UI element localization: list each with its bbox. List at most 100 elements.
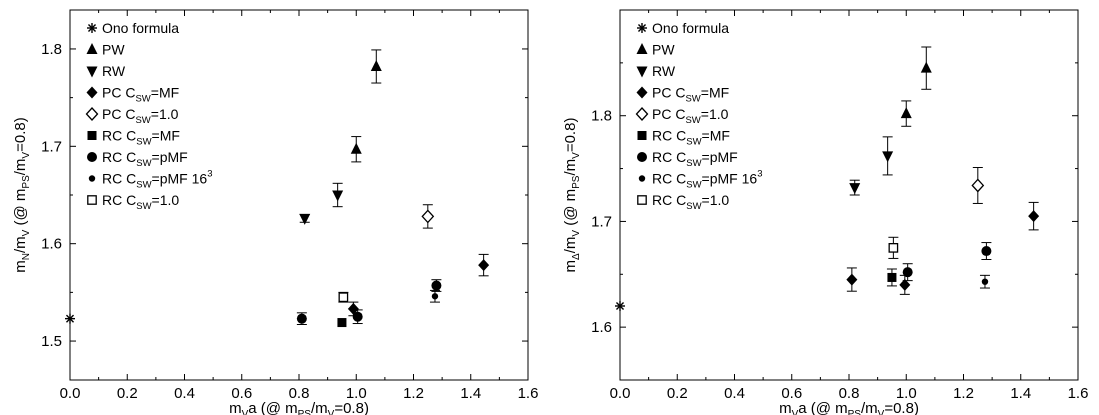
x-tick-label: 0.8 xyxy=(289,385,310,402)
y-axis-label-group: mΔ/mV (@ mPS/mV=0.8) xyxy=(562,118,582,273)
x-axis-label: mVa (@ mPS/mV=0.8) xyxy=(779,400,919,415)
y-tick-label: 1.6 xyxy=(591,319,612,336)
x-tick-label: 0.0 xyxy=(60,385,81,402)
legend-entry: RW xyxy=(102,63,126,79)
series-diamond xyxy=(846,201,1040,295)
legend-marker-diamond-open xyxy=(635,107,649,121)
data-point-asterisk xyxy=(615,301,625,311)
data-point-triangle-down xyxy=(299,213,311,225)
x-tick-label: 1.4 xyxy=(460,385,481,402)
data-point-triangle-up xyxy=(920,61,932,73)
legend-marker-square xyxy=(87,131,97,140)
x-tick-label: 1.6 xyxy=(518,385,539,402)
legend-marker-circle xyxy=(87,152,97,162)
data-point-square-open xyxy=(888,243,899,253)
series-square xyxy=(337,318,347,328)
data-point-circle xyxy=(431,280,442,291)
legend-marker-square xyxy=(637,131,647,140)
legend-entry: RW xyxy=(652,63,676,79)
legend-marker-square-open xyxy=(637,195,647,205)
series-triangle-up xyxy=(350,49,382,163)
x-tick-label: 1.0 xyxy=(346,385,367,402)
legend-entry: Ono formula xyxy=(652,20,729,36)
data-point-circle-small xyxy=(431,293,439,300)
x-tick-label: 0.2 xyxy=(667,385,688,402)
series-circle xyxy=(296,279,442,325)
legend-marker-circle-small xyxy=(638,175,646,182)
legend-entry: PC CSW=1.0 xyxy=(102,106,179,126)
legend-entry: PC CSW=1.0 xyxy=(652,106,729,126)
series-square-open xyxy=(338,291,349,303)
data-point-square-open xyxy=(338,292,349,303)
y-tick-label: 1.5 xyxy=(41,333,62,350)
x-tick-label: 0.2 xyxy=(117,385,138,402)
series-asterisk xyxy=(65,313,75,324)
series-diamond-open xyxy=(971,167,985,204)
y-tick-label: 1.6 xyxy=(41,236,62,253)
legend-marker-triangle-up xyxy=(86,43,98,54)
chart-nucleon-mass-ratio: 0.0 0.2 0.4 0.6 0.8 1.0 1.2 1.4 1.6 1.5 1.6 1.7 1.8 m… xyxy=(12,9,539,415)
legend-marker-triangle-down xyxy=(636,66,648,78)
data-point-diamond xyxy=(347,302,359,315)
legend-entry: RC CSW=1.0 xyxy=(102,192,179,212)
legend-entry: RC CSW=MF xyxy=(102,128,180,148)
x-tick-label: 0.6 xyxy=(231,385,252,402)
data-point-circle xyxy=(981,246,992,257)
data-point-circle xyxy=(352,311,363,322)
x-tick-label: 1.2 xyxy=(953,385,974,402)
legend-entry: PC CSW=MF xyxy=(102,85,179,105)
legend-marker-circle-small xyxy=(88,175,96,182)
data-point-triangle-down xyxy=(849,183,861,195)
series-diamond-open xyxy=(421,204,435,229)
legend-entry: RC CSW=pMF xyxy=(102,149,188,169)
data-point-triangle-down xyxy=(882,151,894,163)
legend-entry: RC CSW=1.0 xyxy=(652,192,729,212)
series-triangle-down xyxy=(299,182,344,225)
legend-marker-diamond xyxy=(636,86,648,99)
y-tick-label: 1.7 xyxy=(591,213,612,230)
data-point-circle-small xyxy=(981,278,989,285)
legend-entry: PW xyxy=(652,42,675,58)
data-point-square xyxy=(337,318,347,328)
x-tick-label: 0.4 xyxy=(174,385,195,402)
legend-entry: PW xyxy=(102,42,125,58)
series-circle xyxy=(902,242,992,282)
legend-marker-triangle-up xyxy=(636,43,648,54)
data-point-triangle-up xyxy=(370,59,382,71)
y-tick-label: 1.7 xyxy=(41,138,62,155)
x-tick-label: 1.4 xyxy=(1010,385,1031,402)
x-tick-label: 0.4 xyxy=(724,385,745,402)
data-point-diamond xyxy=(899,278,911,291)
series-asterisk xyxy=(615,301,625,311)
data-point-triangle-up xyxy=(350,142,362,154)
legend-marker-asterisk xyxy=(87,23,97,33)
x-tick-label: 1.0 xyxy=(896,385,917,402)
data-point-diamond-open xyxy=(971,178,985,193)
data-point-triangle-up xyxy=(900,107,912,119)
legend-entry: RC CSW=MF xyxy=(652,128,730,148)
y-axis-label: mΔ/mV (@ mPS/mV=0.8) xyxy=(562,118,582,273)
data-point-triangle-down xyxy=(332,190,344,202)
legend-marker-circle xyxy=(637,152,647,162)
plot-frame xyxy=(619,9,1079,381)
data-point-diamond xyxy=(846,273,858,286)
chart-delta-mass-ratio: 0.0 0.2 0.4 0.6 0.8 1.0 1.2 1.4 1.6 1.6 1.7 1.8 mVa … xyxy=(562,9,1088,415)
x-axis-label: mVa (@ mPS/mV=0.8) xyxy=(229,400,369,415)
data-point-diamond xyxy=(478,259,490,272)
x-tick-label: 0.6 xyxy=(781,385,802,402)
legend-marker-triangle-down xyxy=(86,66,98,78)
x-tick-label: 1.2 xyxy=(403,385,424,402)
y-tick-label: 1.8 xyxy=(41,41,62,58)
x-tick-label: 0.0 xyxy=(610,385,631,402)
legend-marker-asterisk xyxy=(637,23,647,33)
legend-marker-diamond-open xyxy=(85,107,99,121)
series-triangle-up xyxy=(900,46,932,127)
legend-marker-diamond xyxy=(86,86,98,99)
data-point-asterisk xyxy=(65,313,75,324)
series-circle-small xyxy=(429,289,440,303)
legend-entry: RC CSW=pMF xyxy=(652,149,738,169)
data-point-square xyxy=(887,272,897,282)
